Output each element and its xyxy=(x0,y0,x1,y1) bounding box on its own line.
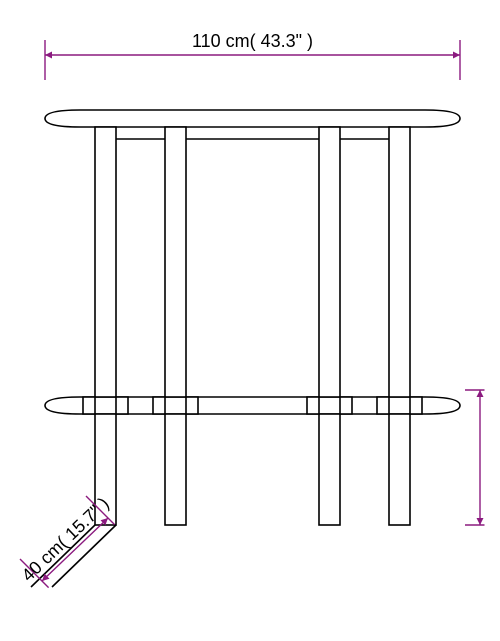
table-top xyxy=(45,110,460,127)
depth-label: 40 cm( 15.7" ) xyxy=(18,493,113,585)
width-label: 110 cm( 43.3" ) xyxy=(192,31,313,51)
dimension-diagram: 110 cm( 43.3" ) 40 cm( 15.7" ) xyxy=(0,0,500,641)
lower-shelf xyxy=(45,397,460,414)
